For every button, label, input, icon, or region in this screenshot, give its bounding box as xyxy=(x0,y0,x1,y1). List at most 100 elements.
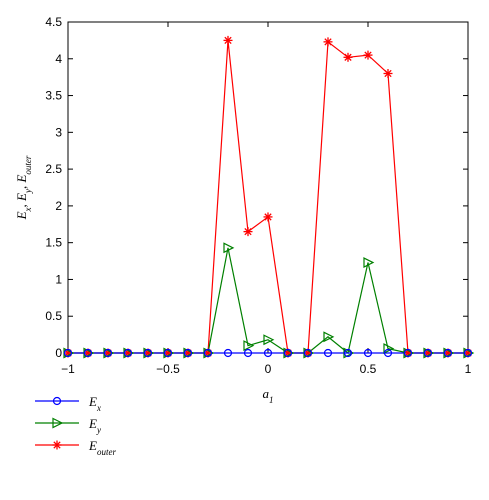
asterisk-stroke xyxy=(424,349,432,357)
data-point-circle xyxy=(163,348,173,358)
y-tick-label: 2 xyxy=(55,199,62,213)
data-point-circle xyxy=(243,348,253,358)
data-point-asterisk xyxy=(363,50,373,60)
data-point-circle xyxy=(383,348,393,358)
label-subscript: y xyxy=(96,425,101,435)
data-point-circle xyxy=(123,348,133,358)
data-point-asterisk xyxy=(323,37,333,47)
asterisk-stroke xyxy=(364,51,372,59)
label-subscript: outer xyxy=(97,447,116,457)
data-point-circle xyxy=(363,348,373,358)
label-main: E xyxy=(88,416,97,431)
label-main: E xyxy=(14,193,29,202)
x-tick-label: −1 xyxy=(61,362,75,376)
asterisk-stroke xyxy=(124,349,132,357)
data-point-circle xyxy=(183,348,193,358)
data-point-circle xyxy=(203,348,213,358)
y-tick-label: 4.5 xyxy=(45,15,62,29)
y-tick-label: 4 xyxy=(55,52,62,66)
asterisk-stroke xyxy=(384,69,392,78)
x-tick-label: 0 xyxy=(265,362,272,376)
asterisk-stroke xyxy=(184,349,192,357)
data-point-circle xyxy=(403,348,413,358)
asterisk-stroke xyxy=(264,213,272,221)
data-point-asterisk xyxy=(223,35,233,45)
data-point-circle xyxy=(83,348,93,358)
asterisk-stroke xyxy=(53,441,61,449)
asterisk-stroke xyxy=(64,349,72,357)
asterisk-stroke xyxy=(244,227,252,236)
asterisk-stroke xyxy=(204,349,212,357)
y-tick-label: 1.5 xyxy=(45,236,62,250)
asterisk-stroke xyxy=(464,349,472,357)
data-point-circle xyxy=(143,348,153,358)
data-point-triangle xyxy=(243,340,255,352)
data-point-circle xyxy=(263,348,273,358)
y-tick-label: 2.5 xyxy=(45,162,62,176)
data-point-asterisk xyxy=(383,68,393,78)
data-point-triangle xyxy=(363,257,375,268)
label-separator: , xyxy=(14,183,29,190)
series-markers-2 xyxy=(63,35,473,358)
data-point-circle xyxy=(103,348,113,358)
plot-frame xyxy=(67,21,469,354)
y-axis-label: Ex, Ey, Eouter xyxy=(14,155,33,220)
series-line-2 xyxy=(68,40,468,354)
data-point-asterisk xyxy=(343,52,353,62)
data-point-circle xyxy=(283,348,293,358)
y-tick-label: 3.5 xyxy=(45,89,62,103)
asterisk-stroke xyxy=(304,349,312,357)
x-tick-label: 0.5 xyxy=(360,362,377,376)
label-subscript: outer xyxy=(23,155,33,174)
series-markers-0 xyxy=(63,348,473,358)
asterisk-stroke xyxy=(164,349,172,357)
asterisk-stroke xyxy=(144,349,152,357)
y-tick-label: 1 xyxy=(55,272,62,286)
data-point-circle xyxy=(52,396,62,406)
x-tick-label: −0.5 xyxy=(156,362,180,376)
data-point-asterisk xyxy=(263,212,273,222)
data-point-circle xyxy=(443,348,453,358)
data-point-triangle xyxy=(223,242,235,254)
data-point-circle xyxy=(63,348,73,358)
legend-label: Ey xyxy=(88,416,101,435)
label-main: E xyxy=(88,438,97,453)
data-point-circle xyxy=(303,348,313,358)
label-main: E xyxy=(14,175,29,184)
y-tick-label: 0.5 xyxy=(45,309,62,323)
data-point-asterisk xyxy=(52,440,62,450)
data-point-triangle xyxy=(383,343,395,355)
asterisk-stroke xyxy=(84,349,92,357)
label-subscript: x xyxy=(96,403,101,413)
data-point-triangle xyxy=(263,334,275,346)
data-point-circle xyxy=(423,348,433,358)
data-point-triangle xyxy=(323,331,335,343)
data-point-circle xyxy=(223,348,233,358)
x-tick-label: 1 xyxy=(465,362,472,376)
data-point-triangle xyxy=(52,417,64,429)
legend-label: Ex xyxy=(88,394,101,413)
y-tick-label: 3 xyxy=(55,125,62,139)
asterisk-stroke xyxy=(284,349,292,357)
data-point-circle xyxy=(463,348,473,358)
asterisk-stroke xyxy=(404,349,412,357)
label-main: a xyxy=(263,386,270,401)
asterisk-stroke xyxy=(444,349,452,357)
asterisk-stroke xyxy=(324,38,332,46)
label-subscript: 1 xyxy=(269,395,274,405)
label-main: E xyxy=(14,211,29,220)
label-subscript: y xyxy=(23,189,33,194)
label-subscript: x xyxy=(23,207,33,212)
label-main: E xyxy=(88,394,97,409)
asterisk-stroke xyxy=(224,36,232,45)
legend-label: Eouter xyxy=(88,438,116,457)
asterisk-stroke xyxy=(344,53,352,61)
asterisk-stroke xyxy=(104,349,112,357)
data-point-circle xyxy=(323,348,333,358)
label-separator: , xyxy=(14,201,29,208)
data-point-circle xyxy=(343,348,353,358)
y-tick-label: 0 xyxy=(55,346,62,360)
data-point-asterisk xyxy=(243,227,253,237)
